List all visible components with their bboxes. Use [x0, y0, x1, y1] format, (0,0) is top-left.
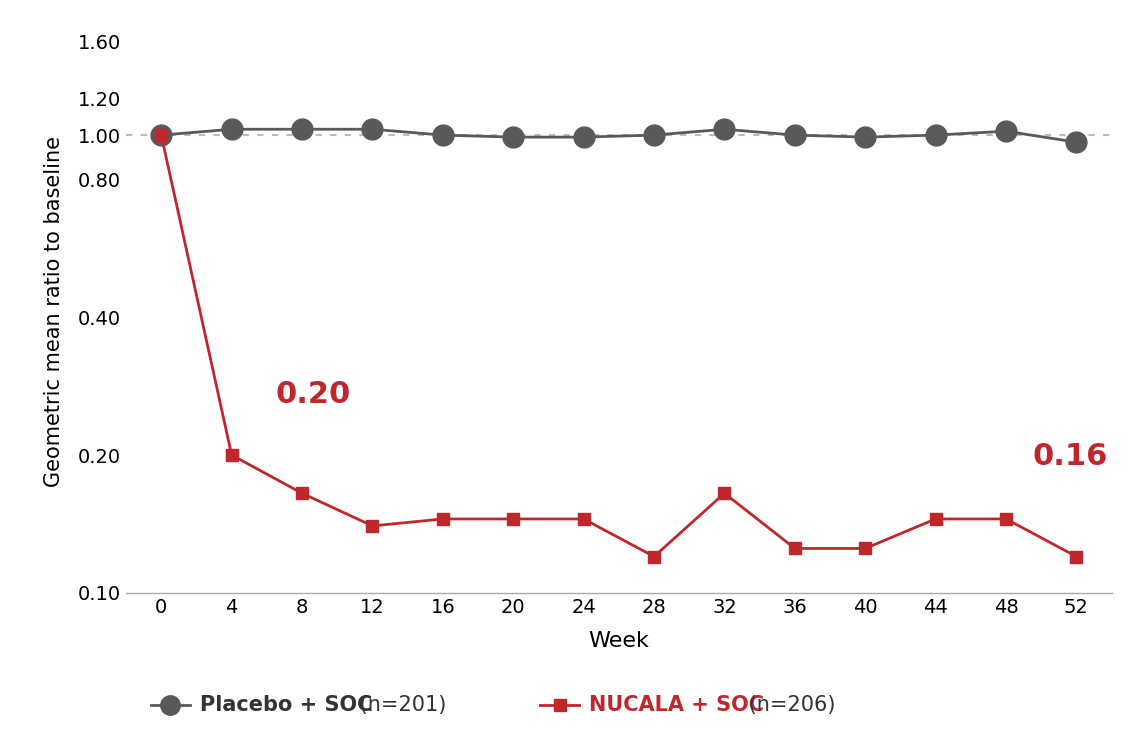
X-axis label: Week: Week	[588, 631, 650, 651]
Text: (n=206): (n=206)	[741, 696, 835, 715]
Text: 0.20: 0.20	[276, 380, 351, 409]
Text: Placebo + SOC: Placebo + SOC	[199, 696, 372, 715]
Text: 0.16: 0.16	[1033, 442, 1108, 471]
Text: NUCALA + SOC: NUCALA + SOC	[589, 696, 764, 715]
Text: (n=201): (n=201)	[353, 696, 446, 715]
Y-axis label: Geometric mean ratio to baseline: Geometric mean ratio to baseline	[44, 136, 64, 487]
